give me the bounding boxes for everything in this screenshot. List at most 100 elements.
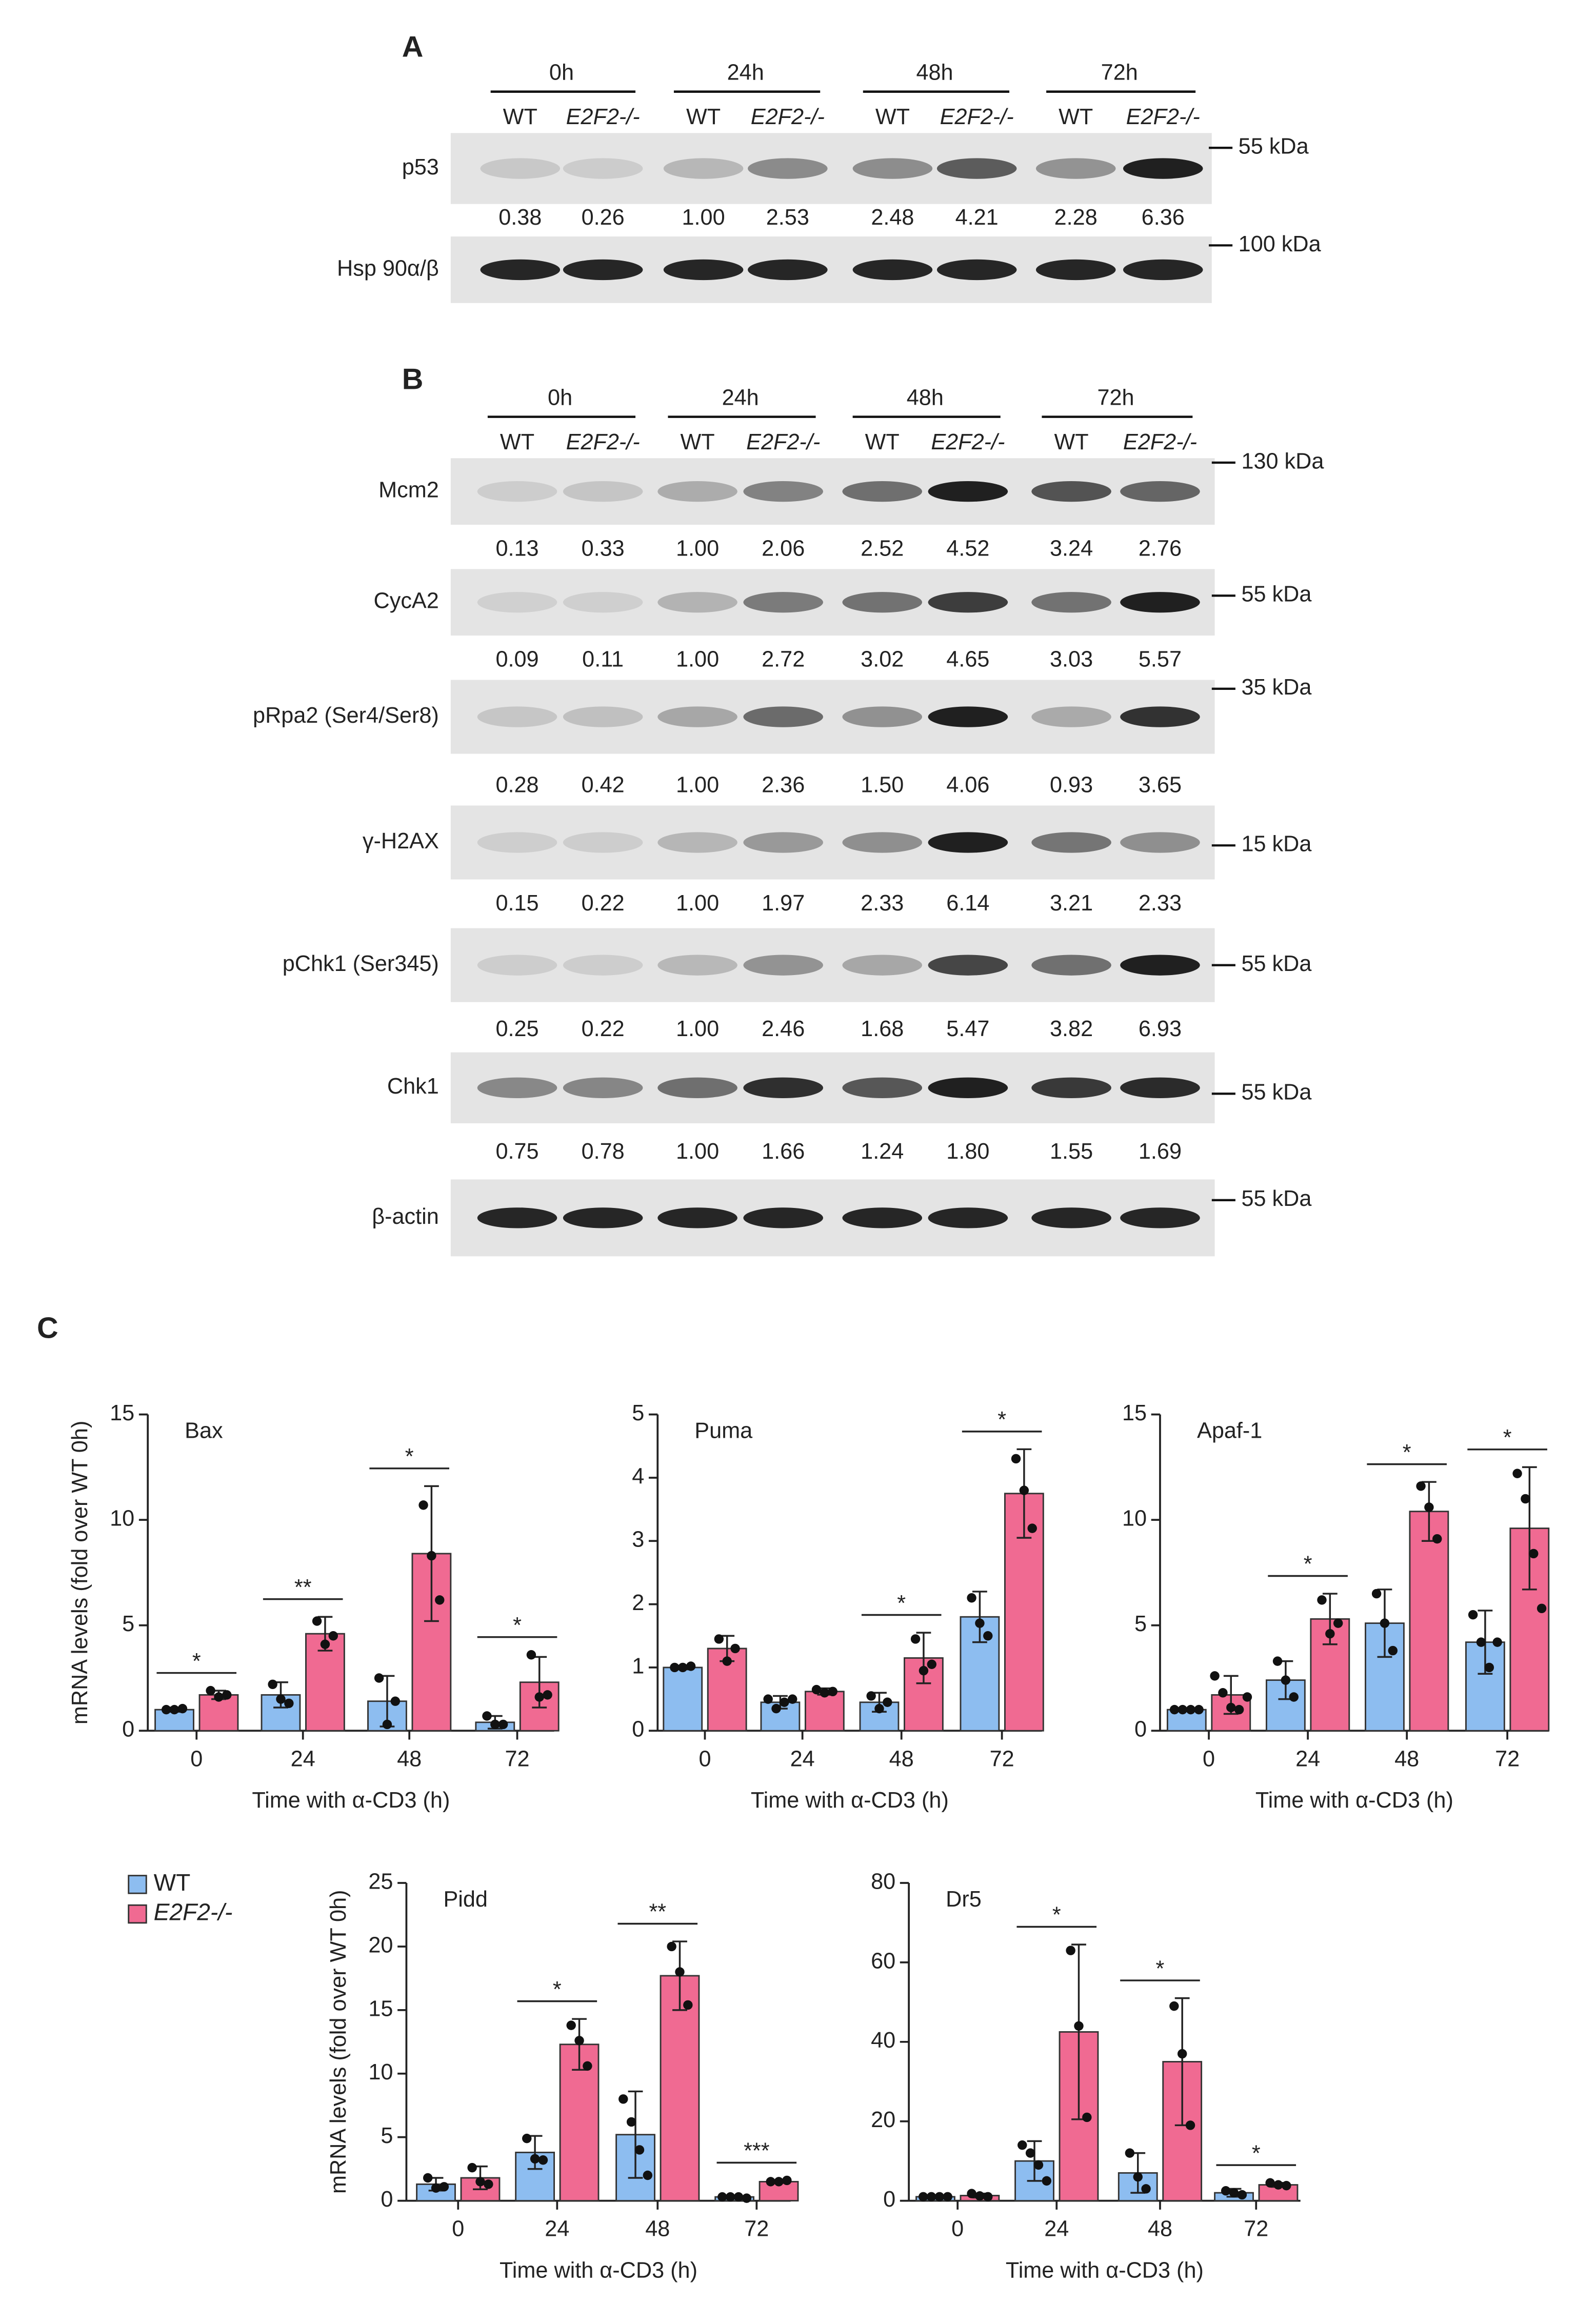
band <box>743 592 823 613</box>
bar <box>154 1709 194 1732</box>
data-point <box>1237 2190 1247 2200</box>
blot-strip <box>450 133 1212 204</box>
genotype-label: E2F2-/- <box>566 105 640 129</box>
band <box>928 955 1008 976</box>
band <box>563 158 643 179</box>
y-tick-label: 40 <box>871 2028 895 2053</box>
band <box>563 955 643 976</box>
data-point <box>983 2192 993 2202</box>
quantification: 1.24 <box>861 1139 904 1164</box>
data-point <box>828 1686 837 1697</box>
quantification: 0.42 <box>582 772 625 797</box>
time-label: 72h <box>1097 385 1134 410</box>
band <box>852 259 933 281</box>
data-point <box>1272 1656 1283 1666</box>
band <box>842 592 923 613</box>
data-point <box>1432 1534 1442 1544</box>
band <box>657 706 737 727</box>
genotype-label: E2F2-/- <box>746 430 820 454</box>
data-point <box>1027 1523 1037 1533</box>
band <box>928 592 1008 613</box>
quantification: 0.22 <box>582 1017 625 1041</box>
data-point <box>967 2189 976 2198</box>
significance: ** <box>294 1575 312 1600</box>
y-tick-label: 15 <box>110 1401 134 1425</box>
band <box>743 1077 823 1098</box>
time-label: 48h <box>907 385 944 410</box>
y-tick-label: 10 <box>368 2060 393 2085</box>
error-bar <box>972 1591 987 1643</box>
band <box>928 832 1008 853</box>
data-point <box>1042 2176 1052 2186</box>
protein-label: Mcm2 <box>378 478 439 503</box>
y-tick-label: 10 <box>1122 1506 1147 1531</box>
quantification: 3.82 <box>1050 1017 1093 1041</box>
quantification: 0.33 <box>582 536 625 561</box>
quantification: 2.46 <box>762 1017 805 1041</box>
data-point <box>522 2133 532 2144</box>
quantification: 3.24 <box>1050 536 1093 561</box>
data-point <box>543 1690 552 1700</box>
quantification: 0.15 <box>495 891 538 916</box>
data-point <box>1333 1618 1343 1628</box>
x-axis-label: Time with α-CD3 (h) <box>1255 1788 1453 1813</box>
time-label: 48h <box>916 61 953 85</box>
x-tick-label: 24 <box>790 1747 815 1771</box>
data-point <box>1371 1589 1382 1599</box>
data-point <box>284 1698 294 1709</box>
band <box>743 955 823 976</box>
protein-label: Hsp 90α/β <box>337 256 439 281</box>
band <box>477 592 557 613</box>
genotype-label: WT <box>503 105 537 129</box>
protein-label: pChk1 (Ser345) <box>283 951 439 976</box>
data-point <box>1169 2001 1179 2011</box>
data-point <box>1169 1704 1180 1715</box>
data-point <box>742 2193 752 2203</box>
data-point <box>418 1500 428 1510</box>
band <box>477 832 557 853</box>
quantification: 2.52 <box>861 536 904 561</box>
x-tick-label: 72 <box>990 1747 1014 1771</box>
protein-label: Chk1 <box>387 1074 439 1099</box>
data-point <box>1185 2120 1195 2130</box>
band <box>480 158 561 179</box>
genotype-label: E2F2-/- <box>751 105 825 129</box>
data-point <box>1125 2148 1135 2158</box>
quantification: 0.25 <box>495 1017 538 1041</box>
x-tick-label: 0 <box>951 2217 964 2241</box>
data-point <box>498 1719 508 1730</box>
quantification: 1.97 <box>762 891 805 916</box>
data-point <box>787 1694 797 1704</box>
data-point <box>484 2179 493 2189</box>
band <box>928 706 1008 727</box>
y-tick-label: 0 <box>1134 1717 1147 1742</box>
y-tick-label: 80 <box>871 1869 895 1894</box>
x-tick-label: 48 <box>645 2217 670 2241</box>
data-point <box>1537 1603 1547 1614</box>
y-tick-label: 0 <box>632 1717 644 1742</box>
data-point <box>883 1697 892 1707</box>
data-point <box>390 1696 401 1706</box>
data-point <box>467 2162 477 2173</box>
data-point <box>1234 1704 1244 1715</box>
data-point <box>268 1679 277 1690</box>
band <box>657 832 737 853</box>
y-tick-label: 15 <box>1122 1401 1147 1425</box>
quantification: 0.11 <box>582 647 624 671</box>
quantification: 0.26 <box>582 205 625 230</box>
y-tick-label: 15 <box>368 1996 393 2021</box>
significance: ** <box>649 1900 666 1924</box>
y-axis-label: mRNA levels (fold over WT 0h) <box>326 1890 351 2194</box>
band <box>563 1207 643 1228</box>
quantification: 0.75 <box>495 1139 538 1164</box>
quantification: 1.00 <box>676 647 719 671</box>
band <box>743 832 823 853</box>
data-point <box>667 1941 676 1952</box>
marker-label: 55 kDa <box>1241 951 1312 976</box>
data-point <box>1082 2112 1092 2122</box>
quantification: 0.22 <box>582 891 625 916</box>
y-tick-label: 5 <box>381 2124 393 2148</box>
quantification: 1.00 <box>676 536 719 561</box>
